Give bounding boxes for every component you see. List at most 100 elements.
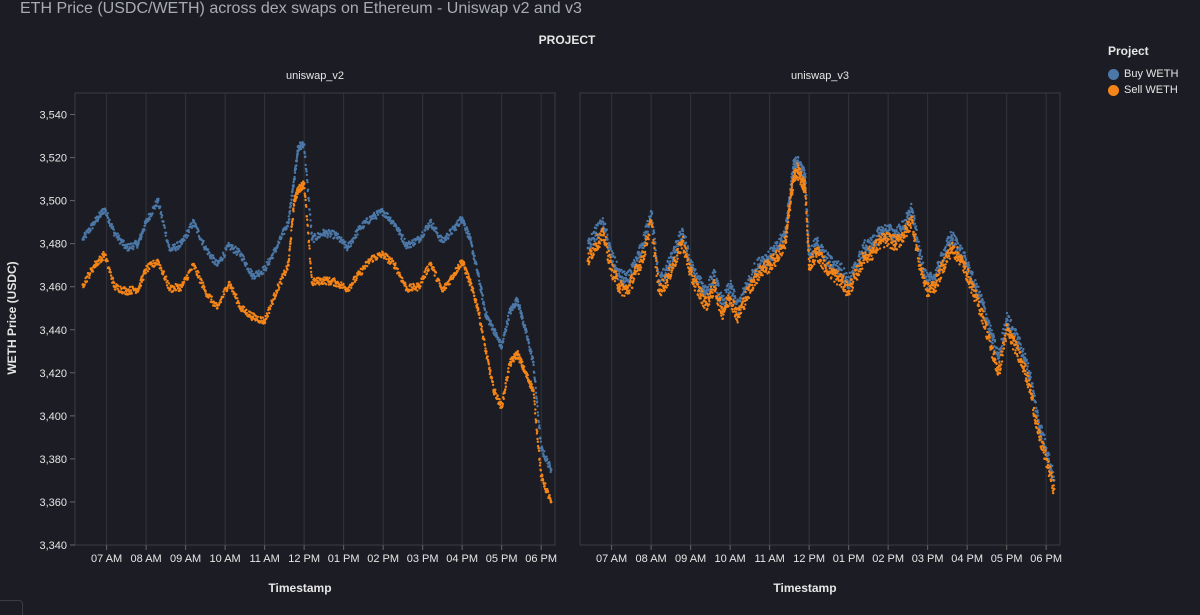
data-point [993,340,997,343]
x-tick-label: 04 PM [951,553,983,565]
data-point [539,469,543,472]
data-point [146,265,149,269]
data-point [628,284,632,287]
data-point [171,290,175,293]
data-point [1036,414,1040,417]
data-point [400,237,403,241]
data-point [610,249,614,253]
data-point [807,257,811,261]
data-point [192,262,196,266]
data-point [109,274,113,277]
data-point [820,252,824,256]
data-point [419,237,423,241]
data-point [921,261,925,264]
data-point [190,268,193,271]
data-point [870,238,873,242]
data-point [610,274,613,277]
series-sell-weth-uniswap_v3 [586,162,1056,495]
data-point [293,175,296,179]
data-point [389,216,392,219]
data-point [507,367,510,370]
data-point [469,278,472,282]
data-point [313,277,316,280]
data-point [182,280,186,284]
data-point [820,243,823,247]
data-point [164,278,167,281]
data-point [845,275,848,279]
data-point [185,236,188,239]
data-point [516,300,520,303]
data-point [519,307,522,310]
data-point [1016,333,1019,336]
data-point [267,263,271,266]
data-point [139,284,143,287]
data-point [532,390,535,393]
data-point [655,269,659,272]
data-point [230,285,233,288]
data-point [959,244,962,248]
data-point [429,218,433,221]
data-point [221,257,224,261]
data-point [1021,353,1025,357]
data-point [112,228,115,231]
data-point [544,482,547,485]
data-point [652,231,656,234]
data-point [223,254,227,257]
data-point [321,234,325,237]
data-point [166,241,170,244]
data-point [327,232,330,235]
data-point [108,268,112,271]
data-point [116,284,120,288]
data-point [501,404,504,408]
data-point [295,195,299,199]
y-tick-label: 3,500 [39,196,67,208]
data-point [494,388,497,391]
data-point [807,244,810,247]
data-point [433,274,436,277]
data-point [961,247,964,250]
data-point [602,232,606,235]
data-point [173,243,177,246]
data-point [190,222,193,225]
data-point [829,263,832,267]
data-point [533,400,536,403]
data-point [148,218,151,221]
data-point [381,251,384,254]
data-point [623,270,626,273]
data-point [231,286,235,290]
data-point [340,281,343,284]
data-point [207,296,210,299]
data-point [303,152,306,155]
data-point [521,360,524,364]
data-point [526,373,530,377]
data-point [918,253,922,256]
data-point [280,282,283,285]
data-point [268,260,271,263]
data-point [753,272,757,276]
data-point [257,274,261,278]
data-point [659,293,663,297]
data-point [136,246,139,249]
data-point [742,292,745,296]
data-point [108,218,111,222]
data-point [729,279,732,283]
data-point [988,321,991,324]
data-point [743,307,746,310]
data-point [245,308,248,312]
data-point [242,255,245,258]
data-point [598,245,601,249]
data-point [532,393,536,396]
data-point [686,247,690,250]
data-point [635,259,639,262]
data-point [292,181,295,184]
data-point [402,240,405,243]
data-point [710,277,714,281]
data-point [472,251,475,255]
data-point [534,391,538,395]
data-point [166,239,169,242]
data-point [725,291,728,294]
data-point [164,275,168,278]
data-point [435,227,438,230]
data-point [475,263,478,266]
data-point [358,224,362,228]
